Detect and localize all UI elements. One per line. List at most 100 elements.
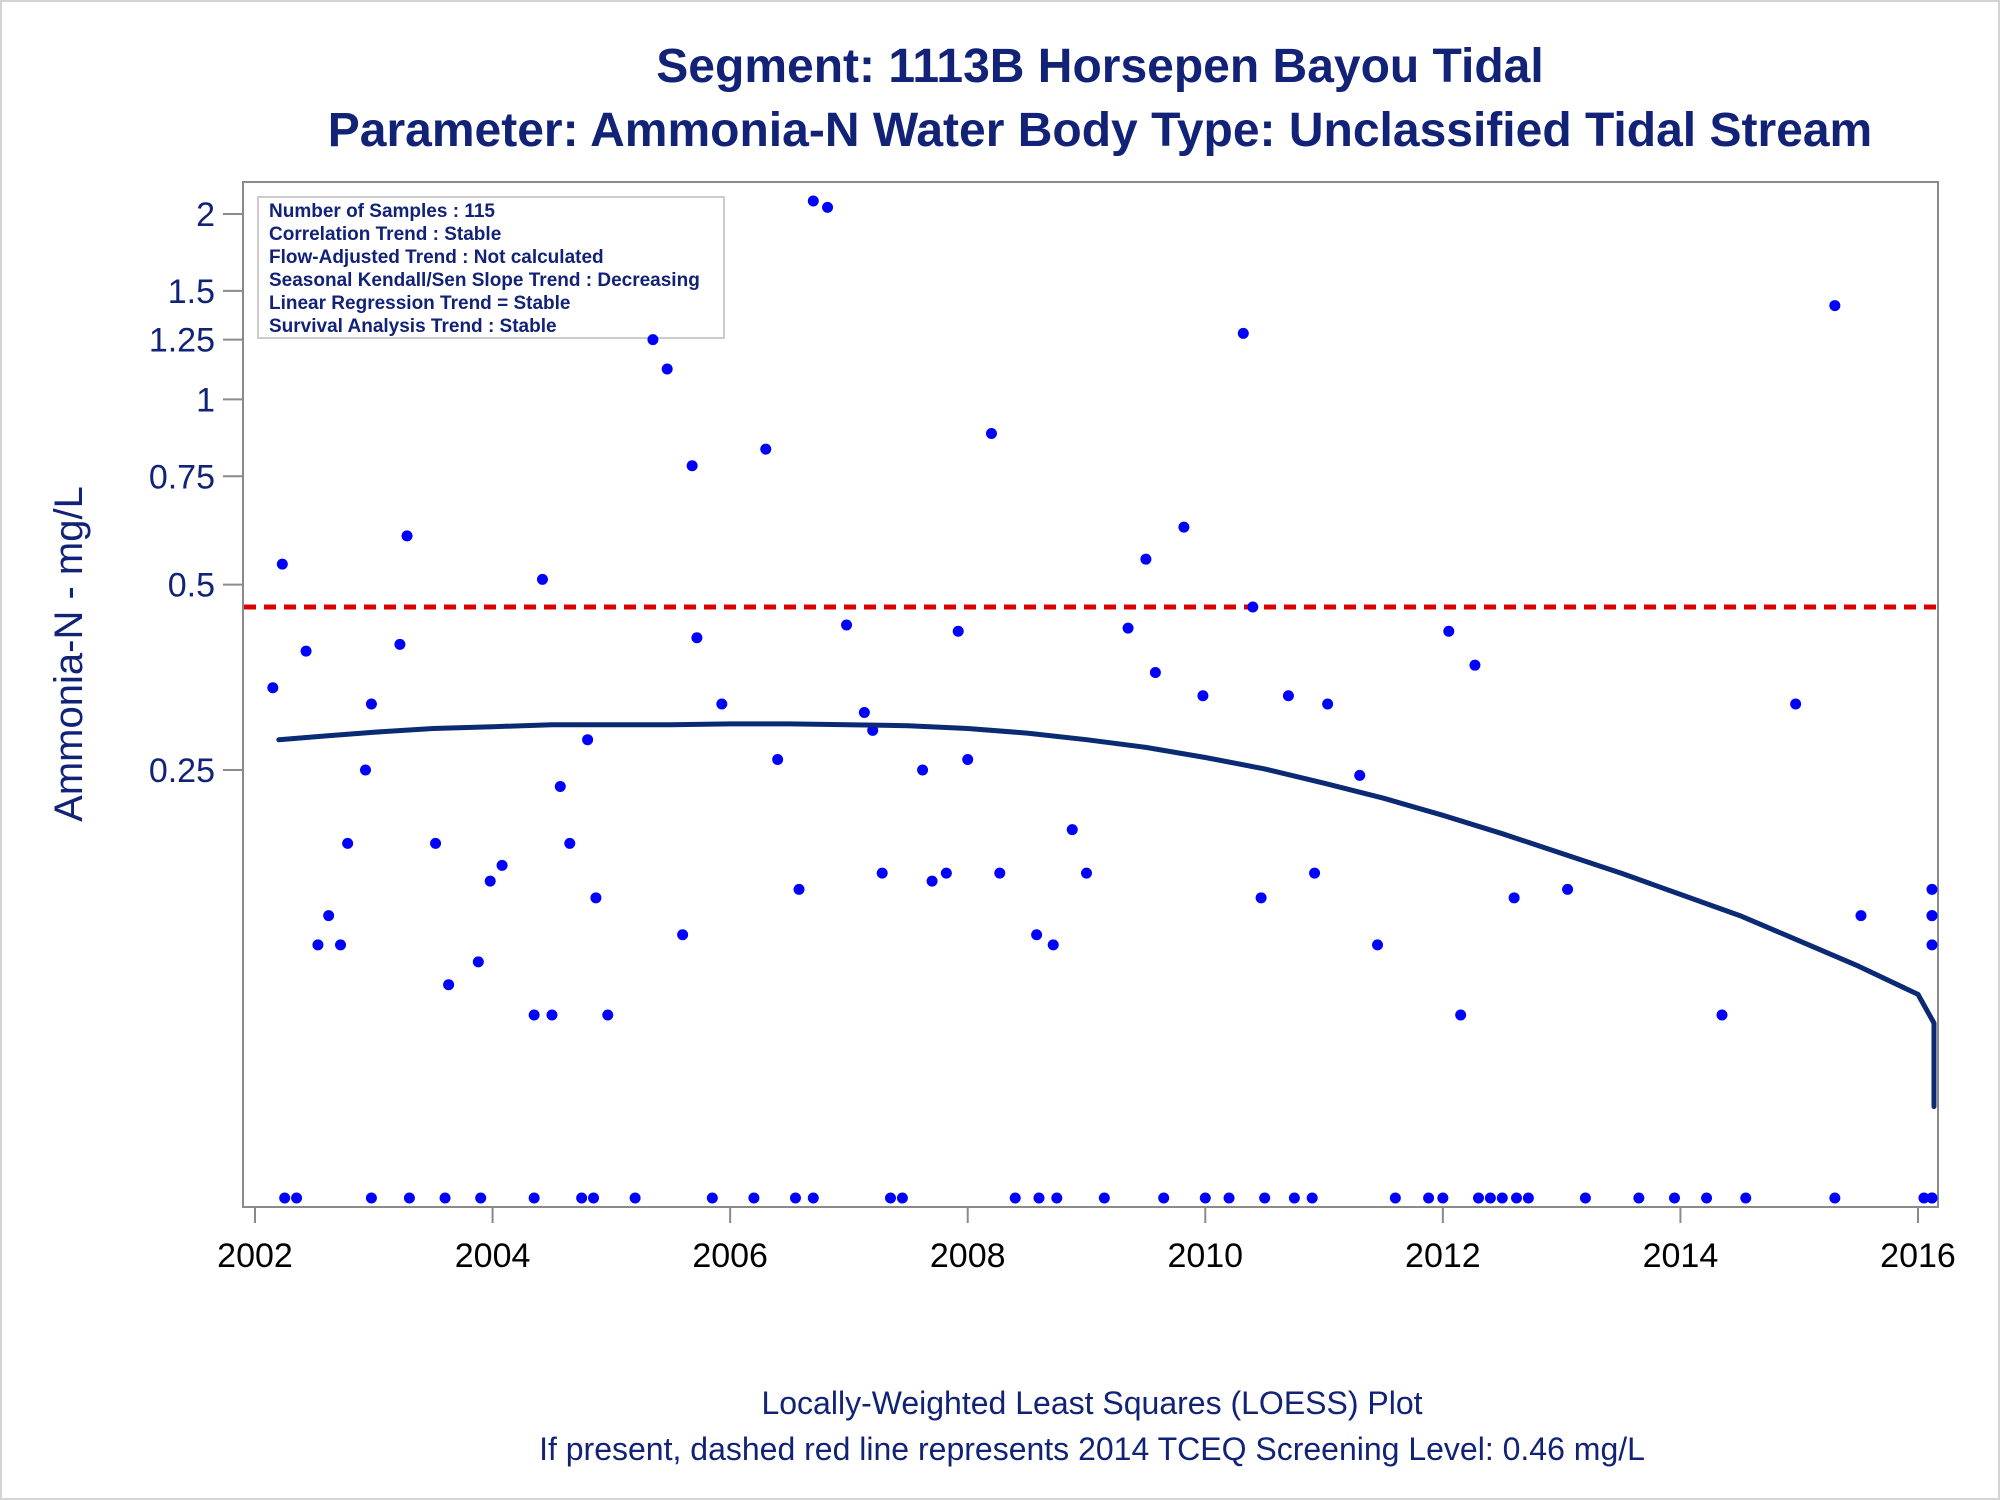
y-tick-label: 2 xyxy=(196,196,215,234)
below-detection-point xyxy=(1009,1192,1021,1204)
x-tick-label: 2006 xyxy=(692,1237,768,1275)
below-detection-point xyxy=(576,1192,588,1204)
below-detection-point xyxy=(1579,1192,1591,1204)
data-point xyxy=(342,837,354,849)
data-point xyxy=(1149,667,1161,679)
info-line-samples: Number of Samples : 115 xyxy=(269,201,495,222)
data-point xyxy=(1081,867,1092,879)
data-point xyxy=(1322,698,1334,710)
data-point xyxy=(917,764,929,776)
data-point xyxy=(1354,769,1366,781)
below-detection-point xyxy=(1423,1192,1435,1204)
x-tick-label: 2010 xyxy=(1167,1237,1243,1275)
data-point xyxy=(807,195,819,207)
below-detection-point xyxy=(1033,1192,1045,1204)
below-detection-point xyxy=(1098,1192,1110,1204)
y-axis-label: Ammonia-N - mg/L xyxy=(47,486,91,822)
data-point xyxy=(1197,690,1209,702)
data-point xyxy=(267,682,279,694)
data-point xyxy=(647,334,659,346)
data-point xyxy=(985,428,997,440)
data-point xyxy=(323,910,335,922)
below-detection-point xyxy=(896,1192,908,1204)
data-point xyxy=(1469,659,1481,671)
data-point xyxy=(1508,892,1520,904)
below-detection-point xyxy=(1051,1192,1063,1204)
below-detection-point xyxy=(1633,1192,1645,1204)
below-detection-point xyxy=(1740,1192,1752,1204)
below-detection-point xyxy=(588,1192,600,1204)
below-detection-point xyxy=(807,1192,819,1204)
data-point xyxy=(952,625,964,637)
below-detection-point xyxy=(1496,1192,1508,1204)
data-point xyxy=(1926,883,1938,895)
chart-subtitle: Parameter: Ammonia-N Water Body Type: Un… xyxy=(328,104,1872,157)
x-tick-label: 2014 xyxy=(1643,1237,1719,1275)
data-point xyxy=(1255,892,1267,904)
data-point xyxy=(602,1009,614,1021)
y-tick-label: 1.25 xyxy=(149,322,215,360)
axis-ticks: 0.25 0.5 0.75 1 1.25 1.5 2 2002 2004 2006 2008 2010… xyxy=(149,196,1956,1275)
data-point xyxy=(365,698,377,710)
data-point xyxy=(876,867,888,879)
data-point xyxy=(401,530,413,542)
below-detection-point xyxy=(279,1192,291,1204)
data-point xyxy=(528,1009,540,1021)
data-point xyxy=(564,837,576,849)
info-box xyxy=(257,196,725,339)
data-point xyxy=(590,892,602,904)
below-detection-point xyxy=(1522,1192,1534,1204)
x-tick-label: 2012 xyxy=(1405,1237,1481,1275)
below-detection-point xyxy=(1484,1192,1496,1204)
below-detection-point xyxy=(789,1192,801,1204)
below-detection-point xyxy=(1829,1192,1841,1204)
x-tick-label: 2002 xyxy=(217,1237,293,1275)
chart-marks xyxy=(244,195,1938,1204)
below-detection-point xyxy=(1306,1192,1318,1204)
data-point xyxy=(1926,910,1938,922)
below-detection-point xyxy=(1511,1192,1523,1204)
below-detection-point xyxy=(475,1192,487,1204)
data-point xyxy=(1122,622,1134,634)
data-point xyxy=(661,363,673,375)
data-point xyxy=(1247,601,1259,613)
data-point xyxy=(1855,910,1867,922)
data-point xyxy=(1443,625,1455,637)
data-point xyxy=(940,867,952,879)
plot-area xyxy=(242,181,1939,1208)
data-point xyxy=(554,781,566,793)
data-point xyxy=(1716,1009,1728,1021)
below-detection-point xyxy=(1223,1192,1235,1204)
info-line-linear-regression: Linear Regression Trend = Stable xyxy=(269,293,570,314)
data-point xyxy=(1562,883,1574,895)
x-tick-label: 2008 xyxy=(930,1237,1006,1275)
below-detection-point xyxy=(1158,1192,1170,1204)
below-detection-point xyxy=(1259,1192,1271,1204)
data-point xyxy=(772,754,784,766)
data-point xyxy=(1047,939,1059,951)
y-tick-label: 0.75 xyxy=(149,458,215,496)
x-tick-label: 2004 xyxy=(455,1237,531,1275)
y-tick-label: 0.5 xyxy=(168,567,215,605)
data-point xyxy=(962,754,974,766)
data-point xyxy=(760,443,772,455)
data-point xyxy=(359,764,371,776)
data-point xyxy=(430,837,442,849)
info-line-flow-adjusted: Flow-Adjusted Trend : Not calculated xyxy=(269,247,604,268)
data-point xyxy=(1031,929,1043,941)
footnote-1: Locally-Weighted Least Squares (LOESS) P… xyxy=(761,1385,1422,1421)
below-detection-point xyxy=(748,1192,760,1204)
data-point xyxy=(1237,327,1249,339)
below-detection-point xyxy=(365,1192,377,1204)
data-point xyxy=(994,867,1006,879)
data-point xyxy=(300,645,312,657)
data-point xyxy=(312,939,324,951)
data-point xyxy=(841,619,853,631)
below-detection-point xyxy=(706,1192,718,1204)
data-point xyxy=(394,638,406,650)
data-point xyxy=(858,706,870,718)
y-tick-label: 1.5 xyxy=(168,273,215,311)
below-detection-point xyxy=(1199,1192,1211,1204)
data-point xyxy=(822,201,834,213)
